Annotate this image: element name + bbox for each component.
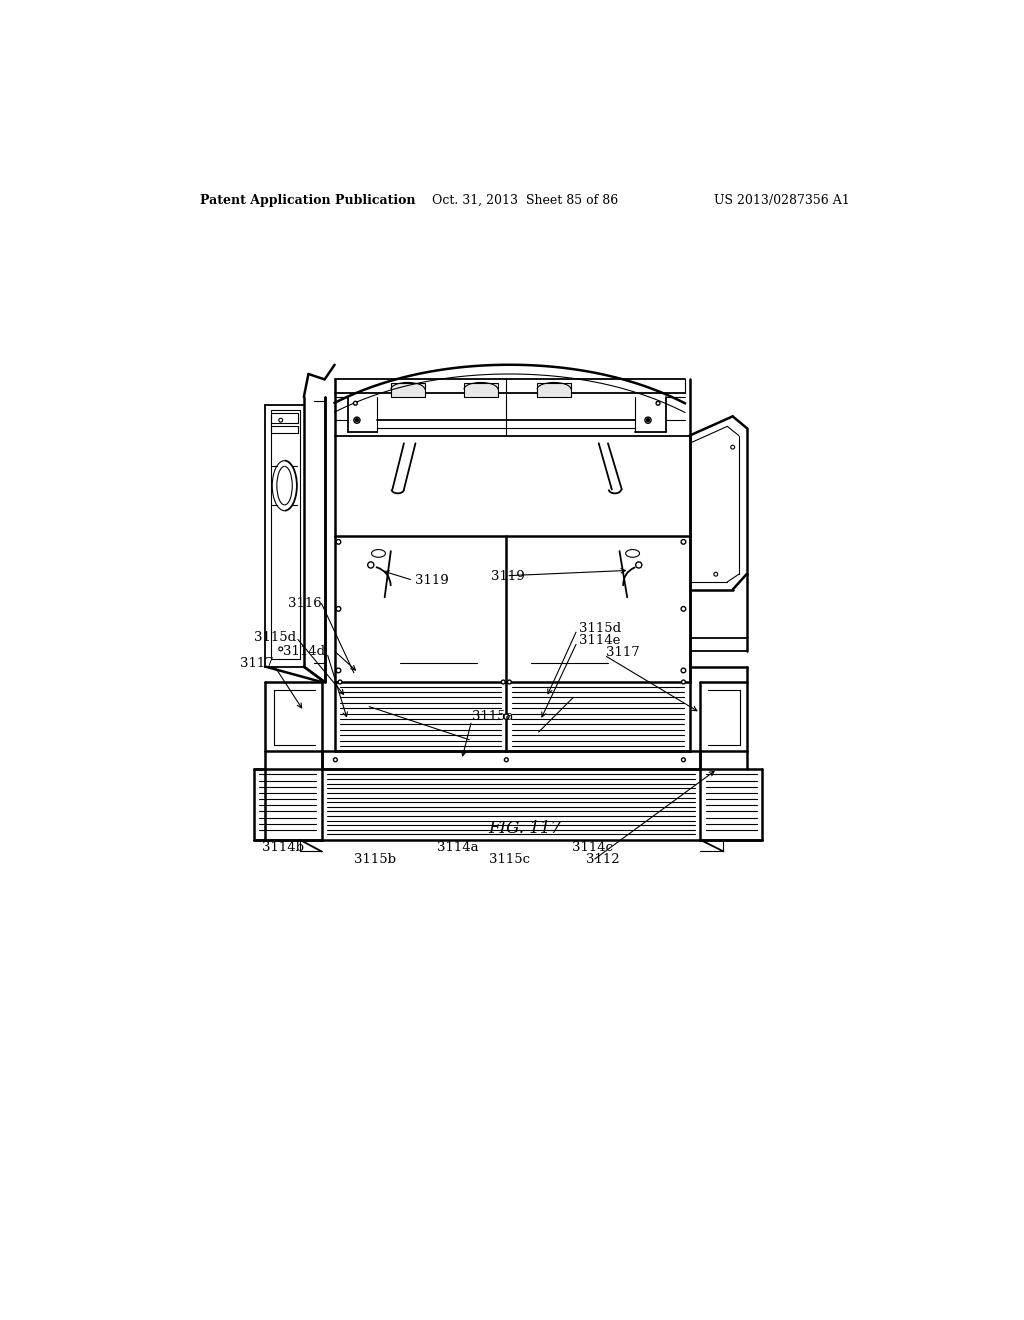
Text: 3114c: 3114c [572,841,613,854]
Text: 3114d: 3114d [284,644,326,657]
Circle shape [656,401,659,405]
Circle shape [681,607,686,611]
Text: 3119: 3119 [490,570,524,583]
Circle shape [279,418,283,422]
Bar [538,383,571,397]
Text: 3115b: 3115b [353,853,395,866]
Bar [391,383,425,397]
Circle shape [368,562,374,568]
Circle shape [636,562,642,568]
Text: Oct. 31, 2013  Sheet 85 of 86: Oct. 31, 2013 Sheet 85 of 86 [432,194,617,207]
Circle shape [336,607,341,611]
Circle shape [682,758,685,762]
Circle shape [355,418,358,422]
Circle shape [279,647,283,651]
Text: 3115c: 3115c [488,853,529,866]
Circle shape [354,417,360,424]
Text: 3115a: 3115a [472,710,513,723]
Circle shape [338,680,342,684]
Text: 3114b: 3114b [262,841,304,854]
Text: US 2013/0287356 A1: US 2013/0287356 A1 [714,194,850,207]
Text: FIG. 117: FIG. 117 [488,820,561,837]
Bar [464,383,498,397]
Circle shape [682,680,685,684]
Circle shape [646,418,649,422]
Circle shape [336,540,341,544]
Bar [271,426,298,433]
Circle shape [645,417,651,424]
Circle shape [508,680,511,684]
Text: 3112: 3112 [587,853,620,866]
Circle shape [336,668,341,673]
Circle shape [502,680,505,684]
Text: Patent Application Publication: Patent Application Publication [200,194,416,207]
Text: 3115d: 3115d [579,622,621,635]
Circle shape [334,758,337,762]
Text: 3119: 3119 [416,574,450,587]
Bar [271,413,298,424]
Text: 3114e: 3114e [579,634,621,647]
Text: 3117: 3117 [240,657,273,671]
Circle shape [681,668,686,673]
Circle shape [504,714,509,719]
Circle shape [681,540,686,544]
Circle shape [505,758,508,762]
Circle shape [714,573,718,576]
Text: 3114a: 3114a [437,841,478,854]
Text: 3116: 3116 [288,597,322,610]
Text: 3117: 3117 [605,647,639,659]
Circle shape [731,445,734,449]
Text: 3115d: 3115d [254,631,296,644]
Circle shape [353,401,357,405]
